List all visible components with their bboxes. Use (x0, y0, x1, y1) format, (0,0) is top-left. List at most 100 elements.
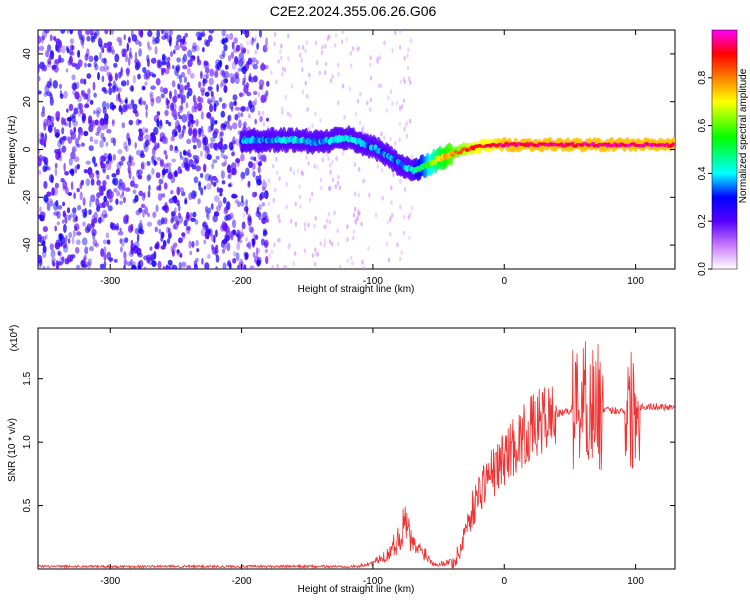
spectrogram-noise-blob (191, 45, 197, 53)
spectrogram-faint-blob (331, 177, 335, 183)
spectrogram-noise-blob (250, 156, 255, 161)
spectrogram-noise-blob (240, 106, 245, 112)
spectrogram-noise-blob (106, 191, 112, 200)
spectrogram-noise-blob (110, 158, 113, 164)
spectrogram-noise-blob (76, 239, 81, 246)
spectrogram-noise-blob (197, 198, 201, 205)
spectrogram-noise-blob (64, 122, 69, 127)
spectrogram-noise-blob (241, 221, 246, 230)
spectrogram-noise-blob (61, 145, 66, 153)
spectrogram-noise-blob (194, 219, 199, 225)
spectrogram-noise-blob (146, 54, 150, 62)
spectrogram-noise-blob (177, 83, 181, 90)
spectrogram-noise-blob (153, 126, 159, 136)
spectrogram-faint-blob (369, 97, 373, 103)
spectrogram-faint-blob (351, 46, 355, 51)
spectrogram-noise-blob (192, 131, 197, 141)
spectrogram-faint-blob (265, 43, 268, 49)
spectrogram-noise-blob (129, 54, 133, 60)
spectrogram-noise-blob (266, 117, 269, 122)
spectrogram-faint-blob (248, 225, 251, 231)
spectrogram-noise-blob (147, 173, 152, 180)
spectrogram-noise-blob (178, 105, 183, 114)
spectrogram-noise-blob (84, 62, 87, 68)
spectrogram-noise-blob (89, 200, 92, 208)
spectrogram-noise-blob (222, 70, 226, 79)
spectrogram-noise-blob (75, 264, 81, 269)
spectrogram-noise-blob (232, 219, 236, 229)
spectrogram-noise-blob (113, 258, 118, 263)
spectrogram-noise-blob (220, 110, 226, 118)
spectrogram-noise-blob (61, 45, 66, 54)
spectrogram-noise-blob (65, 186, 69, 195)
spectrogram-faint-blob (378, 55, 382, 60)
spectrogram-noise-blob (77, 49, 81, 58)
spectrogram-noise-blob (103, 260, 107, 269)
y-tick-label: 20 (22, 96, 33, 108)
spectrogram-noise-blob (184, 32, 188, 38)
spectrogram-noise-blob (77, 30, 83, 37)
spectrogram-noise-blob (45, 50, 50, 58)
spectrogram-noise-blob (142, 100, 147, 105)
spectrogram-faint-blob (257, 92, 261, 97)
spectrogram-faint-blob (246, 219, 250, 225)
spectrogram-noise-blob (49, 243, 54, 251)
spectrogram-noise-blob (210, 123, 214, 131)
spectrogram-noise-blob (174, 207, 177, 214)
spectrogram-noise-blob (176, 220, 180, 226)
spectrogram-noise-blob (102, 185, 107, 192)
spectrogram-noise-blob (123, 258, 128, 266)
spectrogram-noise-blob (203, 39, 209, 46)
spectrogram-noise-blob (142, 67, 147, 73)
spectrogram-noise-blob (43, 91, 48, 97)
spectrogram-noise-blob (93, 55, 99, 62)
spectrogram-noise-blob (72, 120, 78, 127)
spectrogram-faint-blob (301, 171, 304, 177)
spectrogram-faint-blob (380, 168, 384, 173)
spectrogram-noise-blob (52, 80, 58, 89)
spectrogram-noise-blob (151, 155, 156, 162)
spectrogram-faint-blob (343, 114, 346, 120)
spectrogram-noise-blob (206, 212, 210, 221)
spectrogram-faint-blob (399, 204, 402, 210)
spectrogram-noise-blob (237, 67, 243, 72)
spectrogram-noise-blob (209, 117, 216, 126)
spectrogram-faint-blob (258, 111, 261, 116)
spectrogram-noise-blob (121, 122, 126, 129)
spectrogram-noise-blob (108, 74, 113, 82)
spectrogram-noise-blob (227, 114, 232, 122)
spectrogram-noise-blob (171, 80, 176, 88)
spectrogram-faint-blob (242, 212, 246, 218)
spectrogram-noise-blob (79, 108, 84, 115)
spectrogram-faint-blob (369, 75, 373, 81)
spectrogram-noise-blob (165, 264, 169, 269)
spectrogram-noise-blob (156, 111, 161, 116)
spectrogram-noise-blob (185, 226, 191, 235)
spectrogram-noise-blob (101, 58, 106, 64)
spectrogram-noise-blob (200, 150, 203, 157)
spectrogram-noise-blob (203, 60, 207, 69)
spectrogram-noise-blob (123, 264, 126, 269)
spectrogram-noise-blob (209, 103, 214, 113)
spectrogram-noise-blob (214, 120, 218, 125)
spectrogram-noise-blob (137, 119, 142, 124)
spectrogram-noise-blob (218, 187, 224, 193)
spectrogram-noise-blob (151, 260, 157, 268)
spectrogram-noise-blob (97, 36, 102, 45)
spectrogram-noise-blob (240, 112, 244, 117)
spectrogram-faint-blob (402, 230, 406, 236)
spectrogram-noise-blob (126, 79, 129, 86)
spectrogram-faint-blob (299, 203, 302, 209)
spectrogram-noise-blob (138, 98, 142, 105)
spectrogram-noise-blob (69, 51, 75, 56)
spectrogram-faint-blob (390, 185, 393, 191)
spectrogram-faint-blob (324, 44, 327, 49)
spectrogram-noise-blob (67, 192, 73, 196)
spectrogram-noise-blob (54, 162, 58, 169)
spectrogram-noise-blob (182, 149, 187, 156)
spectrogram-noise-blob (100, 45, 105, 50)
spectrogram-noise-blob (66, 207, 71, 214)
spectrogram-noise-blob (138, 30, 142, 36)
spectrogram-noise-blob (257, 151, 262, 160)
spectrogram-noise-blob (157, 142, 160, 149)
